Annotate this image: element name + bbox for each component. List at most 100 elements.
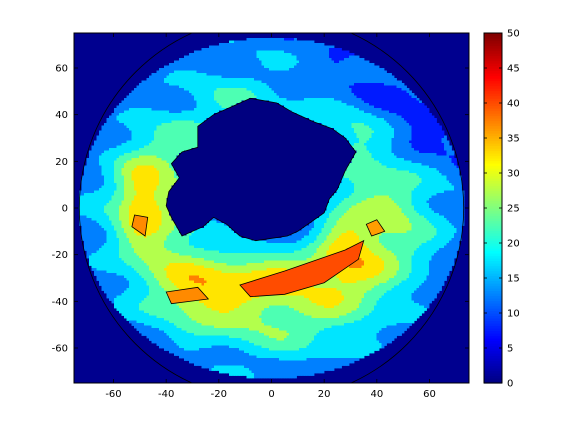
contour-cell [376,123,380,126]
contour-cell [319,45,322,49]
contour-cell [189,130,192,134]
contour-cell [376,93,380,96]
contour-cell [341,98,345,101]
contour-cell [284,45,287,49]
contour-cell [381,85,385,89]
contour-cell [106,133,110,136]
contour-cell [301,85,305,89]
contour-cell [386,75,390,79]
contour-cell [349,95,352,99]
contour-cell [379,148,382,151]
contour-cell [419,105,422,109]
contour-cell [344,108,347,111]
contour-cell [241,90,245,94]
contour-cell [389,140,392,144]
contour-cell [354,80,357,84]
contour-cell [384,125,387,129]
contour-cell [139,115,142,119]
contour-cell [284,95,287,99]
contour-cell [316,110,320,114]
contour-cell [214,83,217,86]
contour-cell [164,65,167,69]
contour-cell [411,148,415,151]
contour-cell [411,110,415,114]
contour-cell [236,53,240,56]
contour-cell [324,85,327,89]
contour-cell [171,108,175,111]
contour-cell [351,63,355,66]
contour-cell [314,120,317,124]
contour-cell [111,115,115,119]
contour-cell [204,73,207,76]
contour-cell [291,73,295,76]
contour-cell [339,73,342,76]
contour-cell [184,68,187,71]
contour-cell [344,78,347,81]
contour-cell [191,55,195,59]
contour-cell [91,145,95,149]
contour-cell [211,88,215,91]
contour-cell [116,153,120,156]
contour-cell [371,110,375,114]
contour-cell [286,68,290,71]
contour-cell [274,83,277,86]
contour-cell [354,83,357,86]
contour-cell [266,68,270,71]
contour-cell [319,80,322,84]
contour-cell [359,60,362,64]
contour-cell [359,58,362,61]
contour-cell [226,85,230,89]
contour-cell [189,90,192,94]
contour-cell [146,95,150,99]
contour-cell [144,108,147,111]
contour-cell [309,65,312,69]
contour-cell [209,83,212,86]
contour-cell [354,70,357,74]
contour-cell [241,93,245,96]
contour-cell [389,135,392,139]
contour-cell [211,105,215,109]
contour-cell [314,63,317,66]
contour-cell [426,130,430,134]
contour-cell [426,123,430,126]
contour-cell [199,80,202,84]
contour-cell [256,83,260,86]
contour-cell [401,98,405,101]
contour-cell [289,65,292,69]
contour-cell [181,75,185,79]
contour-cell [159,135,162,139]
contour-cell [359,100,362,104]
contour-cell [256,93,260,96]
contour-cell [374,130,377,134]
contour-cell [234,95,237,99]
contour-cell [139,120,142,124]
contour-cell [196,98,200,101]
contour-cell [99,140,102,144]
contour-cell [336,68,340,71]
contour-cell [209,55,212,59]
contour-cell [366,120,370,124]
contour-cell [199,68,202,71]
contour-cell [374,140,377,144]
contour-cell [304,50,307,54]
contour-cell [329,45,332,49]
contour-cell [271,63,275,66]
contour-cell [294,80,297,84]
contour-cell [404,85,407,89]
contour-cell [201,73,205,76]
contour-cell [356,78,360,81]
contour-cell [141,100,145,104]
contour-cell [141,123,145,126]
contour-cell [416,118,420,121]
contour-cell [329,83,332,86]
contour-cell [331,110,335,114]
contour-cell [236,70,240,74]
contour-cell [356,143,360,146]
contour-cell [161,88,165,91]
contour-cell [119,120,122,124]
contour-cell [384,100,387,104]
contour-cell [191,143,195,146]
contour-cell [269,58,272,61]
contour-cell [356,63,360,66]
contour-cell [236,63,240,66]
